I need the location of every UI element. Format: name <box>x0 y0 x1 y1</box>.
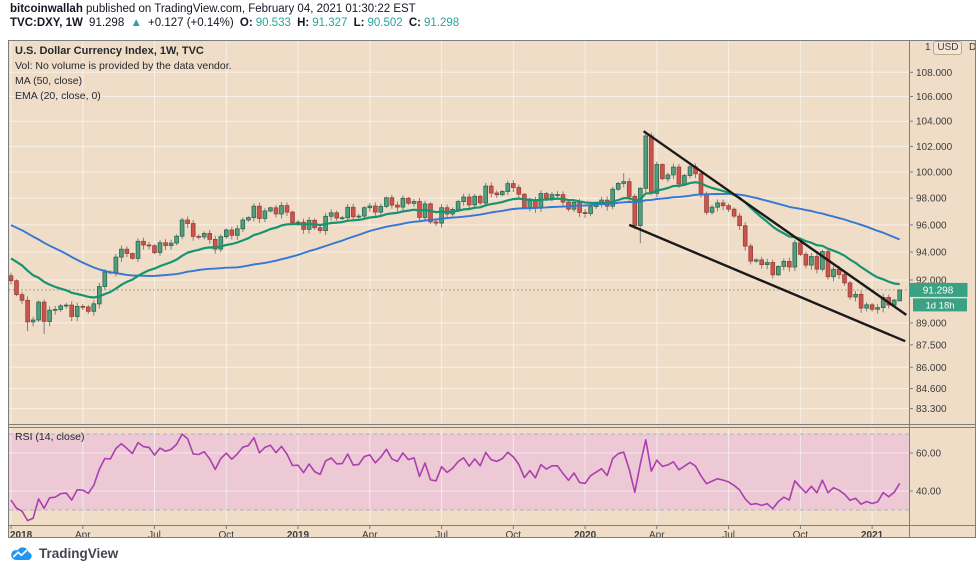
svg-text:83.300: 83.300 <box>916 404 947 415</box>
svg-text:91.298: 91.298 <box>923 285 954 296</box>
high-value: 91.327 <box>312 17 348 29</box>
trendline-upper[interactable] <box>642 130 907 316</box>
svg-text:94.000: 94.000 <box>916 248 947 259</box>
svg-text:92.000: 92.000 <box>916 276 947 287</box>
grid-lines <box>9 41 909 523</box>
svg-text:Jul: Jul <box>722 530 735 537</box>
price-scale-mode-button[interactable]: 1 USD D <box>925 41 975 55</box>
publish-info: bitcoinwallah published on TradingView.c… <box>10 3 416 15</box>
svg-text:86.000: 86.000 <box>916 363 947 374</box>
svg-text:89.000: 89.000 <box>916 318 947 329</box>
ma50-line <box>10 192 901 277</box>
price-change: +0.127 (+0.14%) <box>148 17 234 29</box>
tradingview-logo-icon <box>11 547 32 560</box>
low-value: 90.502 <box>367 17 403 29</box>
publish-timestamp: published on TradingView.com, February 0… <box>82 3 416 15</box>
last-price-badge: 91.298 <box>909 282 968 297</box>
svg-text:1d 18h: 1d 18h <box>925 300 954 311</box>
ema20-line <box>10 181 900 299</box>
high-label: H: <box>297 17 310 29</box>
svg-text:87.500: 87.500 <box>916 340 947 351</box>
svg-text:106.000: 106.000 <box>916 92 953 103</box>
author-name: bitcoinwallah <box>10 3 83 15</box>
close-label: C: <box>408 17 421 29</box>
rsi-band <box>9 434 909 510</box>
svg-text:40.00: 40.00 <box>916 487 941 498</box>
svg-text:108.000: 108.000 <box>916 68 953 79</box>
open-label: O: <box>239 17 253 29</box>
trendline-lower[interactable] <box>628 223 906 343</box>
svg-text:2018: 2018 <box>10 530 33 537</box>
svg-text:Apr: Apr <box>649 530 665 537</box>
svg-text:Jul: Jul <box>148 530 161 537</box>
svg-text:2019: 2019 <box>287 530 310 537</box>
price-axis-labels[interactable]: 108.000 106.000 104.000 102.000 100.000 98.00… <box>909 68 953 498</box>
chart-region[interactable]: 108.000 106.000 104.000 102.000 100.000 98.00… <box>8 40 976 538</box>
time-axis-labels[interactable]: 2018 Apr Jul Oct 2019 Apr Jul Oct 2020 Apr Jul Oct 2… <box>10 525 884 537</box>
price-chart-canvas[interactable]: 108.000 106.000 104.000 102.000 100.000 98.00… <box>9 41 975 537</box>
low-label: L: <box>353 17 365 29</box>
svg-text:Apr: Apr <box>75 530 91 537</box>
svg-text:104.000: 104.000 <box>916 117 953 128</box>
last-price: 91.298 <box>89 17 125 29</box>
svg-text:98.000: 98.000 <box>916 194 947 205</box>
countdown-badge: 1d 18h <box>913 298 967 312</box>
svg-text:102.000: 102.000 <box>916 142 953 153</box>
scale-cropped-char: D <box>969 42 976 53</box>
svg-text:Apr: Apr <box>362 530 378 537</box>
symbol-info-bar: TVC:DXY, 1W 91.298 ▲ +0.127 (+0.14%) O: 9… <box>10 17 462 29</box>
candlestick-series <box>9 132 902 334</box>
svg-text:96.000: 96.000 <box>916 220 947 231</box>
svg-text:84.600: 84.600 <box>916 384 947 395</box>
tradingview-attribution[interactable]: TradingView <box>10 545 118 561</box>
svg-text:100.000: 100.000 <box>916 168 953 179</box>
up-arrow-icon: ▲ <box>130 17 142 29</box>
close-value: 91.298 <box>424 17 460 29</box>
scale-prefix: 1 <box>925 42 931 53</box>
svg-text:Oct: Oct <box>793 530 809 537</box>
svg-text:Oct: Oct <box>506 530 522 537</box>
svg-text:60.00: 60.00 <box>916 449 941 460</box>
symbol-name: TVC:DXY, 1W <box>10 17 83 29</box>
tradingview-brand-text: TradingView <box>39 545 119 561</box>
svg-text:2020: 2020 <box>574 530 597 537</box>
scale-unit: USD <box>933 41 963 55</box>
svg-text:Jul: Jul <box>435 530 448 537</box>
svg-text:Oct: Oct <box>219 530 235 537</box>
open-value: 90.533 <box>255 17 291 29</box>
rsi-line <box>10 433 901 522</box>
svg-text:2021: 2021 <box>861 530 884 537</box>
